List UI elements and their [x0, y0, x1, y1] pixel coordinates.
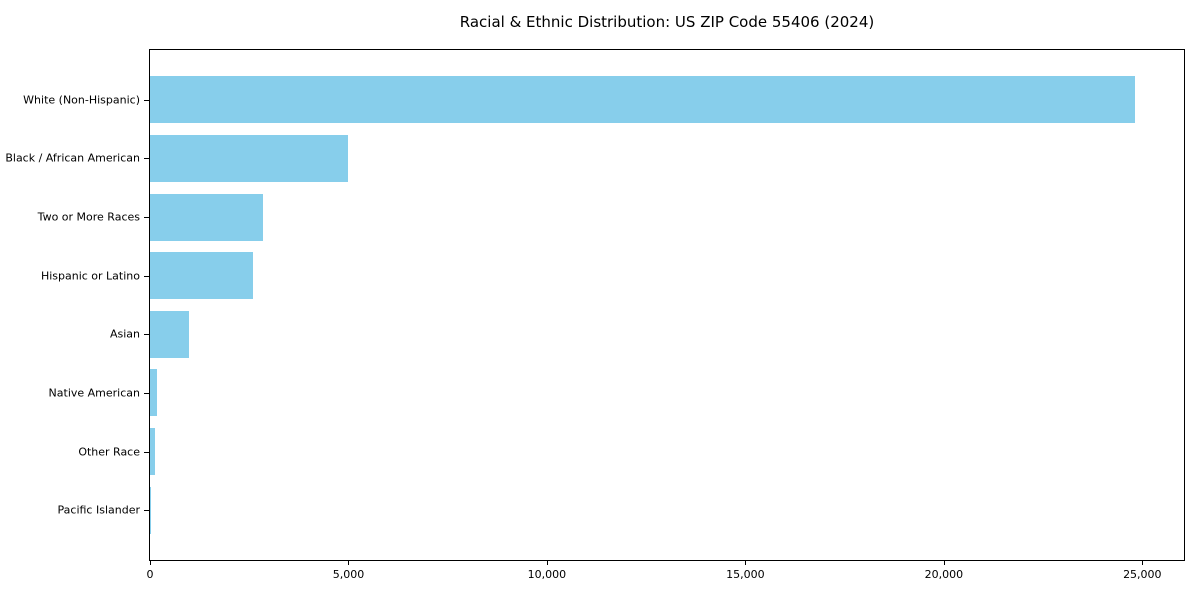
- bar-native-american: [150, 369, 157, 417]
- y-tick-mark: [144, 158, 149, 160]
- bar-black-african-american: [150, 135, 349, 182]
- y-tick-label: Black / African American: [5, 151, 140, 165]
- y-tick-label: Native American: [48, 386, 140, 400]
- plot-area: White (Non-Hispanic) Black / African Amer…: [5, 49, 1185, 581]
- x-tick-label: 0: [146, 568, 154, 581]
- y-tick-label: Two or More Races: [37, 210, 140, 224]
- y-tick-label: Other Race: [78, 445, 140, 459]
- y-tick-mark: [144, 99, 149, 101]
- x-tick-label: 5,000: [332, 568, 365, 581]
- y-tick-mark: [144, 217, 149, 219]
- bar-two-or-more-races: [150, 193, 263, 241]
- x-tick-mark: [348, 560, 350, 565]
- x-tick-mark: [150, 560, 151, 565]
- y-tick-mark: [144, 451, 149, 453]
- bar-pacific-islander: [150, 486, 151, 534]
- y-tick-label: Pacific Islander: [57, 503, 140, 517]
- bar-other-race: [150, 428, 155, 475]
- bar-white-non-hispanic: [150, 76, 1136, 124]
- y-tick-label: Asian: [109, 327, 140, 341]
- x-tick-mark: [943, 560, 945, 565]
- x-tick-mark: [546, 560, 548, 565]
- y-tick-mark: [144, 392, 149, 394]
- y-tick-mark: [144, 275, 149, 277]
- y-tick-mark: [144, 334, 149, 336]
- x-tick-label: 25,000: [1123, 568, 1162, 581]
- x-tick-label: 20,000: [924, 568, 964, 581]
- y-tick-label: White (Non-Hispanic): [23, 93, 140, 107]
- bar-asian: [150, 310, 189, 358]
- x-tick-mark: [745, 560, 747, 565]
- chart-title: Racial & Ethnic Distribution: US ZIP Cod…: [459, 13, 875, 31]
- y-tick-label: Hispanic or Latino: [40, 269, 140, 283]
- bar-hispanic-or-latino: [150, 252, 253, 300]
- y-tick-mark: [144, 510, 149, 512]
- x-tick-mark: [1142, 560, 1144, 565]
- x-tick-label: 10,000: [527, 568, 567, 581]
- x-tick-label: 15,000: [726, 568, 765, 581]
